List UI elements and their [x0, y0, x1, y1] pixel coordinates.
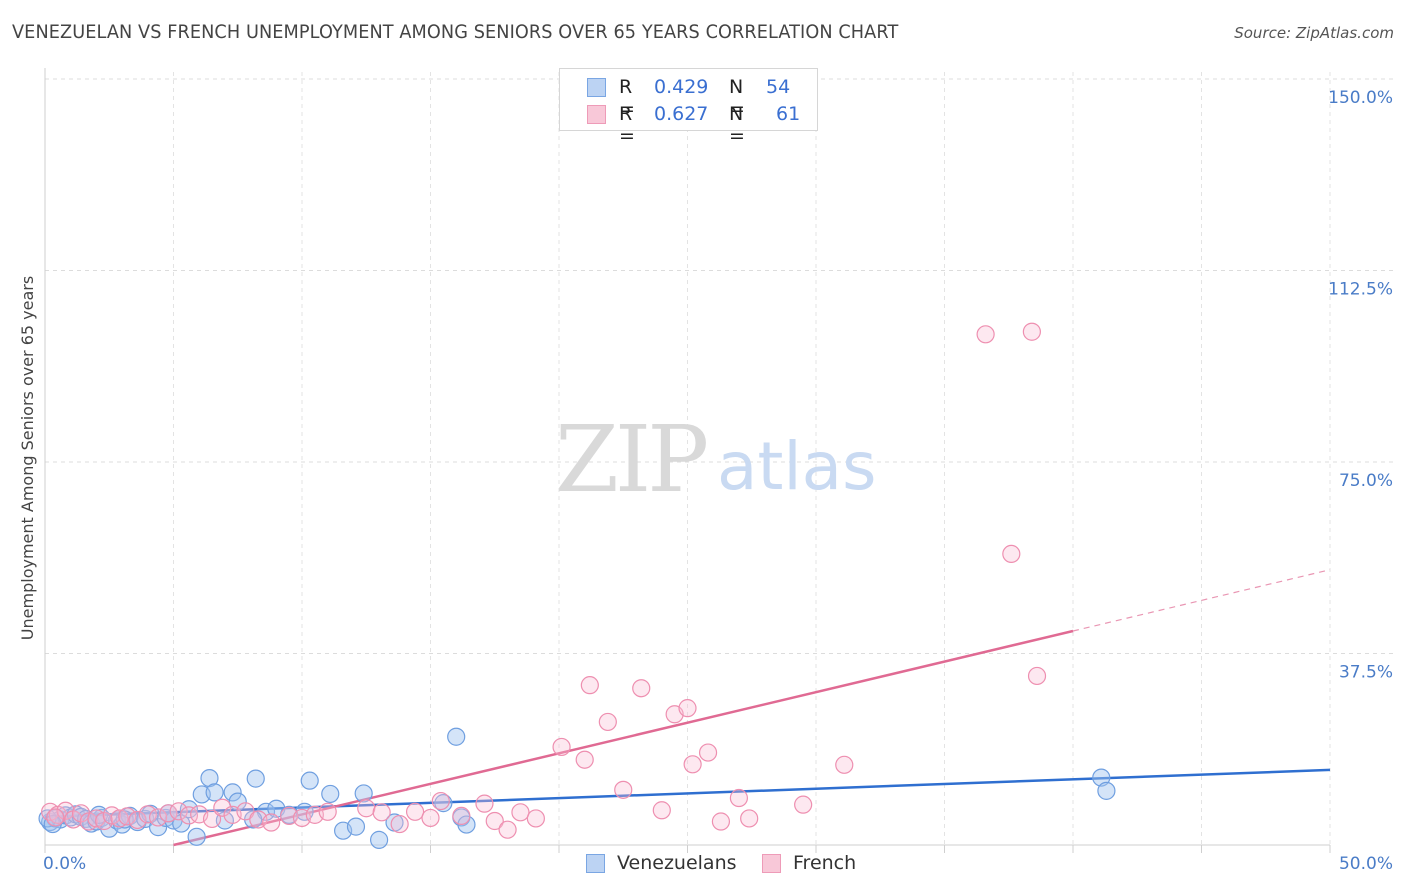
legend-n-value: 54: [766, 76, 791, 98]
french-point: [431, 791, 450, 811]
french-point: [552, 737, 571, 757]
french-point: [526, 809, 545, 828]
bottom-legend-label-venezuelans: Venezuelans: [617, 852, 737, 874]
venezuelans-trend-line: [44, 768, 1331, 819]
y-tick-label: 112.5%: [1328, 279, 1393, 299]
venezuelans-point: [321, 784, 340, 804]
watermark-atlas: atlas: [717, 428, 877, 505]
grid-lines: [45, 72, 1394, 845]
x-tick-label: 50.0%: [1339, 854, 1393, 874]
french-point: [236, 802, 255, 821]
venezuelans-point: [148, 818, 168, 837]
venezuelans-point: [1097, 781, 1116, 800]
legend-n-label: N =: [729, 76, 745, 120]
venezuelans-point: [354, 784, 373, 803]
french-point: [213, 798, 232, 817]
french-point: [976, 325, 995, 344]
venezuelans-point: [457, 815, 476, 834]
french-point: [729, 788, 749, 808]
bottom-legend-swatch-french: [762, 854, 781, 873]
bottom-legend-swatch-venezuelans: [586, 854, 605, 873]
venezuelans-point: [246, 769, 265, 788]
french-point: [46, 808, 65, 827]
french-point: [598, 712, 617, 732]
venezuelans-point: [370, 830, 389, 849]
venezuelans-point: [200, 768, 219, 788]
french-point: [632, 679, 651, 698]
y-tick-label: 37.5%: [1339, 662, 1393, 682]
french-point: [169, 802, 188, 821]
french-point: [652, 801, 671, 820]
source-label: Source: ZipAtlas.com: [1234, 24, 1394, 42]
french-point: [698, 743, 718, 762]
venezuelans-point: [346, 817, 366, 836]
french-point: [580, 676, 599, 695]
french-trend-line-extension: [1072, 569, 1331, 632]
french-trend-line: [173, 629, 1074, 847]
french-point: [511, 803, 530, 822]
french-point: [390, 814, 409, 834]
french-point: [202, 809, 222, 829]
legend-r-value: 0.627: [654, 103, 709, 125]
french-point: [421, 808, 440, 828]
french-point: [575, 750, 594, 769]
data-points: [38, 322, 1116, 849]
french-point: [835, 755, 854, 774]
legend: R = 0.429 N = 54 R = 0.627 N = 61: [559, 68, 818, 147]
y-axis-label: Unemployment Among Seniors over 65 years: [18, 276, 37, 640]
french-point: [794, 795, 813, 814]
legend-r-label: R =: [619, 103, 635, 147]
legend-n-label: N =: [729, 103, 745, 147]
french-point: [357, 799, 376, 818]
watermark-zip: ZIP: [555, 406, 706, 513]
venezuelans-point: [205, 783, 224, 802]
french-point: [683, 755, 702, 774]
legend-r-label: R =: [619, 76, 635, 120]
legend-swatch-venezuelans: [587, 78, 606, 97]
french-point: [740, 809, 759, 828]
french-point: [405, 802, 425, 821]
bottom-legend-label-french: French: [793, 852, 857, 874]
french-point: [485, 811, 504, 831]
french-point: [118, 807, 137, 826]
trend-lines: [44, 569, 1331, 847]
chart-title: VENEZUELAN VS FRENCH UNEMPLOYMENT AMONG …: [12, 21, 899, 43]
legend-swatch-french: [587, 105, 606, 124]
axes: [44, 68, 1331, 853]
venezuelans-point: [447, 727, 466, 746]
french-point: [498, 820, 517, 839]
watermark: ZIP atlas: [555, 406, 877, 513]
french-point: [1002, 544, 1021, 564]
french-point: [148, 808, 168, 827]
french-point: [475, 794, 494, 813]
french-point: [1022, 322, 1041, 341]
french-point: [452, 806, 471, 825]
french-point: [372, 803, 391, 822]
french-point: [318, 802, 337, 821]
french-point: [128, 810, 147, 830]
french-point: [262, 813, 281, 832]
tick-labels: 37.5% 75.0% 112.5% 150.0% 0.0% 50.0%: [43, 88, 1393, 874]
french-point: [678, 699, 697, 718]
venezuelans-point: [187, 827, 206, 846]
french-point: [138, 805, 157, 824]
venezuelans-point: [223, 783, 242, 802]
venezuelans-point: [300, 771, 319, 790]
legend-r-value: 0.429: [654, 76, 709, 98]
french-point: [711, 812, 731, 831]
y-tick-label: 75.0%: [1339, 471, 1393, 491]
french-point: [1027, 666, 1047, 686]
venezuelans-point: [434, 794, 453, 813]
y-tick-label: 150.0%: [1328, 88, 1393, 108]
french-point: [614, 780, 633, 799]
x-tick-label: 0.0%: [43, 854, 86, 874]
legend-n-value: 61: [776, 103, 801, 125]
